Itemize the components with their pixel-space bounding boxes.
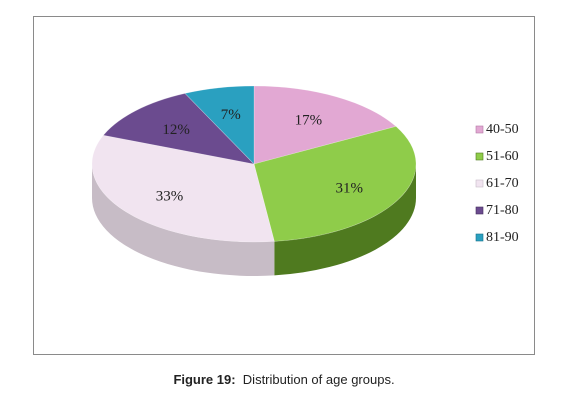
legend-swatch-81-90: [475, 233, 484, 242]
figure-number: Figure 19:: [173, 372, 236, 387]
legend-swatch-40-50: [475, 125, 484, 134]
data-label-40-50: 17%: [295, 113, 323, 129]
legend-label-71-80: 71-80: [486, 203, 519, 218]
pie-slice-81-90: [184, 85, 255, 165]
pie-slice-71-80: [102, 93, 255, 165]
data-label-71-80: 12%: [162, 122, 190, 138]
pie-side-51-60: [274, 164, 416, 276]
legend-label-61-70: 61-70: [486, 176, 519, 191]
figure-caption-text: Distribution of age groups.: [242, 372, 395, 387]
data-label-61-70: 33%: [156, 189, 184, 205]
pie-side-61-70: [92, 164, 275, 276]
pie-slice-51-60: [253, 126, 417, 242]
legend-label-51-60: 51-60: [486, 149, 519, 164]
pie-chart: 17% 31% 33% 12% 7% 40-50 51-60 61-70 71-80 81-90: [91, 85, 519, 276]
legend-label-81-90: 81-90: [486, 230, 519, 245]
pie-slices: [91, 85, 417, 243]
legend-swatch-61-70: [475, 179, 484, 188]
pie-labels: 17% 31% 33% 12% 7%: [156, 107, 363, 205]
figure-caption: Figure 19: Distribution of age groups.: [0, 372, 568, 387]
pie-slice-40-50: [253, 85, 397, 165]
legend-swatch-71-80: [475, 206, 484, 215]
pie-slice-61-70: [91, 134, 275, 243]
data-label-81-90: 7%: [221, 107, 241, 123]
pie-sides: [92, 164, 416, 276]
legend-label-40-50: 40-50: [486, 122, 519, 137]
data-label-51-60: 31%: [336, 180, 364, 196]
legend: 40-50 51-60 61-70 71-80 81-90: [475, 122, 519, 245]
legend-swatch-51-60: [475, 152, 484, 161]
